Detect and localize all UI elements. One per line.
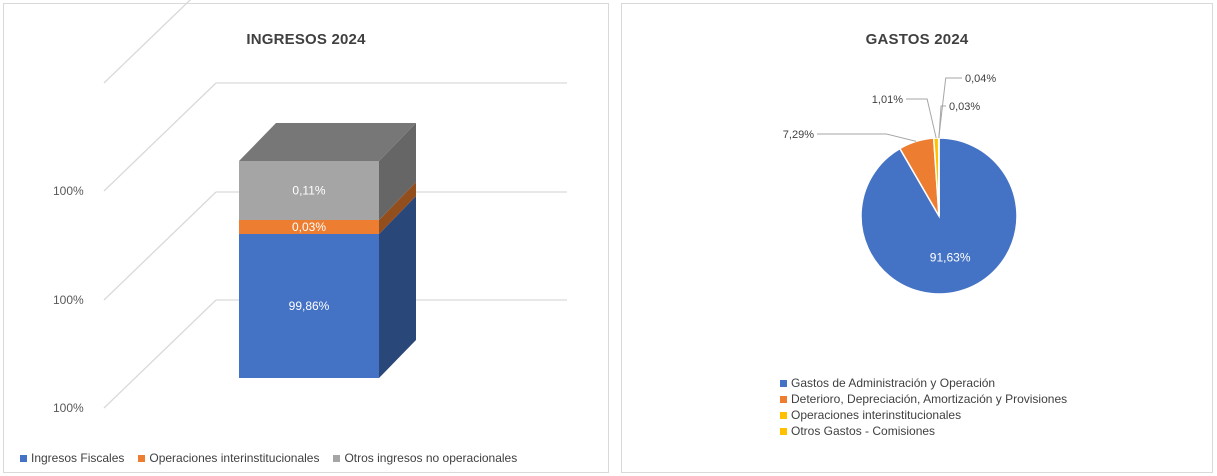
- pie-data-label: 7,29%: [783, 129, 814, 141]
- legend-label: Operaciones interinstitucionales: [791, 408, 962, 422]
- legend-label: Otros Gastos - Comisiones: [791, 424, 936, 438]
- legend-item-otros-ingresos: Otros ingresos no operacionales: [333, 451, 517, 465]
- bar-segment-front: [239, 234, 379, 378]
- gastos-chart-panel: GASTOS 2024 91,63% 7,29% 1,01% 0,04% 0,03% G…: [621, 3, 1213, 473]
- bar-segment-side: [379, 182, 416, 234]
- y-tick-label: 100%: [53, 184, 84, 198]
- bar-segment-front: [239, 161, 379, 220]
- bar-top-face: [239, 123, 416, 161]
- legend-item-gastos-admin: Gastos de Administración y Operación: [780, 375, 1067, 391]
- bar-segment-side: [379, 196, 416, 378]
- legend-label: Deterioro, Depreciación, Amortización y …: [791, 392, 1068, 406]
- gridline-diagonal: [103, 82, 217, 192]
- legend-swatch-yellow: [780, 427, 787, 435]
- gridline-diagonal: [103, 299, 217, 409]
- pie-data-label: 1,01%: [872, 94, 903, 106]
- bar-segment-side: [379, 123, 416, 220]
- gridline-diagonal: [103, 0, 192, 84]
- ingresos-chart-panel: INGRESOS 2024 100% 100% 100% 99,86% 0,03% 0,…: [3, 0, 609, 473]
- y-tick-label: 100%: [53, 293, 84, 307]
- legend-swatch-yellow: [780, 411, 787, 419]
- pie-data-label: 0,04%: [965, 73, 996, 85]
- gastos-legend: Gastos de Administración y Operación Det…: [780, 375, 1067, 439]
- y-tick-label: 100%: [53, 401, 84, 415]
- legend-label: Operaciones interinstitucionales: [149, 451, 320, 465]
- ingresos-bar-chart: 100% 100% 100% 99,86% 0,03% 0,11%: [53, 0, 567, 415]
- legend-swatch-blue: [20, 454, 27, 462]
- bar-data-label: 0,11%: [292, 184, 325, 198]
- legend-swatch-gray: [333, 454, 341, 462]
- pie-leader-line: [938, 105, 946, 139]
- ingresos-legend: Ingresos Fiscales Operaciones interinsti…: [20, 451, 517, 465]
- pie-leader-line: [817, 133, 917, 142]
- pie-leader-line: [906, 98, 937, 139]
- gridline-diagonal: [103, 191, 217, 301]
- bar-data-label: 0,03%: [292, 220, 326, 234]
- ingresos-chart-title: INGRESOS 2024: [246, 31, 366, 48]
- legend-label: Gastos de Administración y Operación: [791, 376, 996, 390]
- legend-item-operaciones: Operaciones interinstitucionales: [138, 451, 319, 465]
- legend-item-deterioro: Deterioro, Depreciación, Amortización y …: [780, 391, 1067, 407]
- gastos-pie-chart: 91,63% 7,29% 1,01% 0,04% 0,03%: [783, 73, 1018, 295]
- legend-label: Ingresos Fiscales: [31, 451, 125, 465]
- legend-item-ingresos-fiscales: Ingresos Fiscales: [20, 451, 124, 465]
- legend-swatch-orange: [780, 395, 787, 403]
- bar-segment-front: [239, 220, 379, 234]
- legend-label: Otros ingresos no operacionales: [344, 451, 518, 465]
- pie-leader-line: [938, 77, 962, 139]
- pie-data-label: 91,63%: [930, 250, 971, 264]
- legend-item-otros-gastos: Otros Gastos - Comisiones: [780, 423, 1067, 439]
- bar-data-label: 99,86%: [289, 299, 330, 313]
- legend-swatch-orange: [138, 454, 146, 462]
- pie-data-label: 0,03%: [949, 101, 980, 113]
- legend-swatch-blue: [780, 379, 787, 387]
- gastos-chart-title: GASTOS 2024: [865, 31, 969, 48]
- legend-item-operaciones: Operaciones interinstitucionales: [780, 407, 1067, 423]
